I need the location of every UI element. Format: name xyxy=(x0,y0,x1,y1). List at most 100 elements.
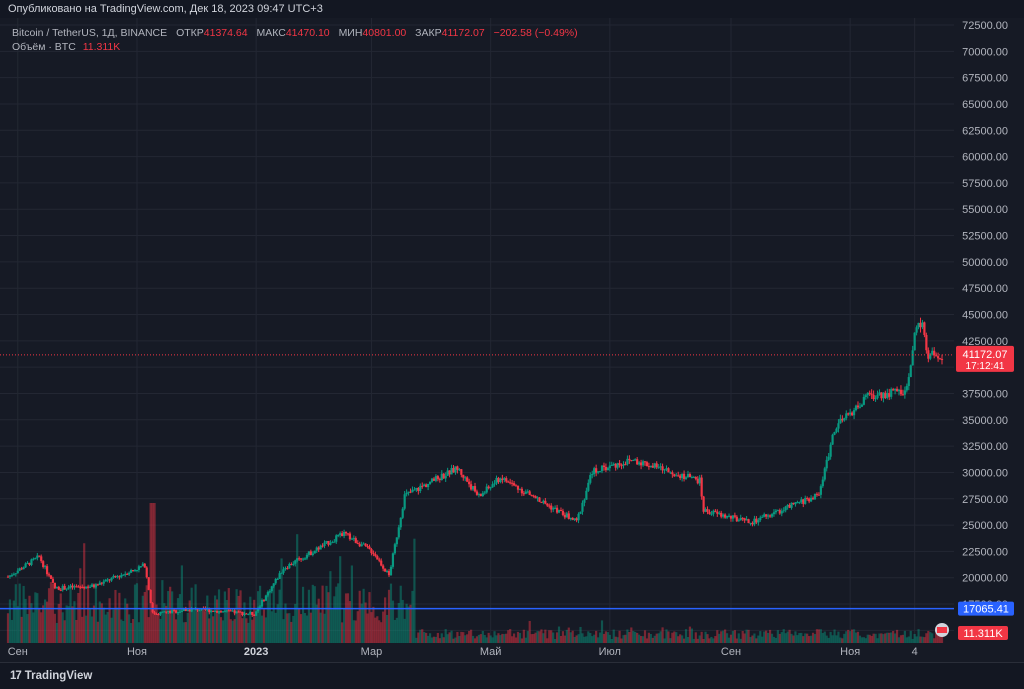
volume-bar xyxy=(75,619,78,643)
volume-bar xyxy=(413,538,416,643)
volume-bar xyxy=(296,534,299,643)
candle-body xyxy=(24,563,27,568)
candle-body xyxy=(505,478,508,482)
volume-bar xyxy=(458,635,461,643)
volume-bar xyxy=(110,617,113,643)
candle-body xyxy=(98,582,101,585)
candle-body xyxy=(612,463,615,465)
volume-bar xyxy=(499,635,502,643)
candle-body xyxy=(888,393,891,397)
volume-bar xyxy=(26,614,29,643)
volume-bar xyxy=(83,543,86,643)
candle-body xyxy=(927,350,930,359)
volume-label[interactable]: Объём · BTC xyxy=(12,41,76,53)
volume-bar xyxy=(663,638,666,643)
price-axis[interactable]: 72500.00 70000.00 67500.00 65000.00 62500.00… xyxy=(935,20,1014,640)
volume-bar xyxy=(921,636,924,643)
candle-body xyxy=(135,569,139,571)
volume-bar xyxy=(690,628,693,643)
volume-bar xyxy=(831,635,834,643)
volume-bar xyxy=(555,632,559,643)
time-tick-label: Май xyxy=(480,646,502,658)
price-tick-label: 20000.00 xyxy=(962,573,1008,585)
volume-bar xyxy=(503,634,506,643)
candle-body xyxy=(655,463,658,468)
volume-bar xyxy=(684,629,688,643)
volume-bar xyxy=(550,630,553,643)
tradingview-brand[interactable]: 17 TradingView xyxy=(10,670,92,682)
volume-bar xyxy=(847,629,850,643)
volume-bar xyxy=(301,586,305,643)
candle-body xyxy=(511,482,514,484)
volume-bar xyxy=(425,632,428,643)
volume-bar xyxy=(677,636,680,643)
candle-body xyxy=(303,558,307,560)
candle-body xyxy=(114,575,117,577)
volume-bar xyxy=(880,633,883,643)
price-tick-label: 72500.00 xyxy=(962,20,1008,32)
candle-body xyxy=(565,513,568,518)
candle-body xyxy=(622,464,625,466)
volume-bar xyxy=(98,601,101,643)
price-tick-label: 62500.00 xyxy=(962,125,1008,137)
volume-bar xyxy=(65,605,68,643)
candle-body xyxy=(257,608,260,612)
volume-bar xyxy=(172,609,176,643)
volume-bar xyxy=(378,620,381,643)
volume-bar xyxy=(614,636,617,643)
candle-body xyxy=(243,613,246,616)
candle-body xyxy=(45,566,49,575)
chart-area[interactable]: 72500.00 70000.00 67500.00 65000.00 62500.00… xyxy=(0,18,1024,662)
candle-body xyxy=(30,559,33,565)
volume-bar xyxy=(743,633,746,643)
candle-body xyxy=(761,516,764,518)
time-axis[interactable]: Сен Ноя 2023 Мар Май Июл Сен Ноя 4 xyxy=(8,646,918,658)
candle-body xyxy=(614,463,617,468)
candle-body xyxy=(438,478,441,481)
volume-bar xyxy=(700,631,703,643)
volume-bar xyxy=(591,636,594,643)
price-chart[interactable]: 72500.00 70000.00 67500.00 65000.00 62500.00… xyxy=(0,18,1024,662)
volume-bar xyxy=(157,614,160,643)
volume-bar xyxy=(460,631,463,643)
open-value: 41374.64 xyxy=(203,27,248,39)
volume-bar xyxy=(749,637,752,643)
volume-bar xyxy=(280,558,283,643)
volume-bar xyxy=(368,592,371,643)
volume-bar xyxy=(616,637,619,643)
volume-bar xyxy=(14,584,17,643)
candle-body xyxy=(800,499,803,503)
volume-bar xyxy=(57,603,60,643)
volume-bar xyxy=(294,603,297,643)
volume-bar xyxy=(147,617,150,643)
volume-bar xyxy=(526,631,529,643)
volume-bar xyxy=(341,622,344,643)
symbol-name[interactable]: Bitcoin / TetherUS, 1Д, BINANCE xyxy=(12,27,168,39)
volume-bar xyxy=(835,635,838,643)
candle-body xyxy=(354,538,357,543)
volume-bar xyxy=(522,629,525,643)
volume-bar xyxy=(407,606,410,643)
candle-body xyxy=(413,489,416,491)
volume-bar xyxy=(573,636,576,643)
candle-body xyxy=(458,469,461,471)
volume-bar xyxy=(196,611,199,643)
volume-bar xyxy=(528,620,531,643)
volume-bar xyxy=(765,630,768,643)
candle-body xyxy=(325,540,328,543)
candle-body xyxy=(221,611,225,613)
volume-bar xyxy=(223,591,226,643)
volume-bar xyxy=(258,585,262,643)
volume-bar xyxy=(241,618,244,643)
candle-body xyxy=(163,611,166,613)
candle-body xyxy=(366,546,369,548)
volume-bar xyxy=(118,592,121,643)
candle-body xyxy=(595,468,598,473)
last-price-label: 41172.07 xyxy=(962,349,1007,361)
candle-body xyxy=(692,476,695,478)
volume-bar xyxy=(356,611,359,643)
candle-body xyxy=(632,460,635,462)
volume-bar xyxy=(299,614,303,643)
volume-bar xyxy=(866,634,869,643)
candle-body xyxy=(798,502,801,504)
